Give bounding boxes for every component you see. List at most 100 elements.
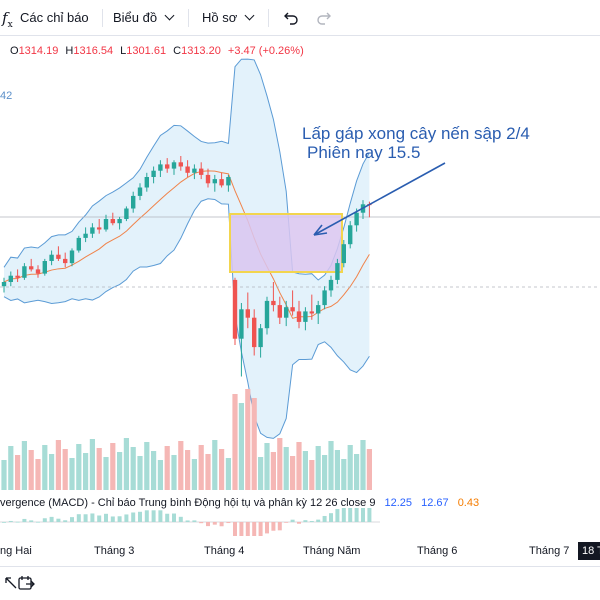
macd-histogram (0, 508, 380, 536)
volume-bar (130, 447, 136, 490)
x-tick: Tháng 3 (94, 545, 135, 557)
macd-bar (151, 510, 156, 522)
candle-body (205, 174, 211, 184)
volume-bar (309, 460, 315, 490)
macd-bar (335, 508, 340, 522)
x-tick: Tháng 6 (417, 545, 458, 557)
macd-bar (22, 518, 27, 522)
macd-bar (63, 520, 68, 522)
x-tick: Tháng 4 (204, 545, 245, 557)
undo-icon[interactable] (283, 10, 299, 26)
macd-bar (245, 522, 250, 536)
macd-bar (367, 508, 372, 522)
candle-body (22, 266, 27, 278)
volume-bar (89, 439, 95, 490)
candle-body (83, 233, 88, 238)
annotation-line-1: Lấp gáp xong cây nến sập 2/4 (302, 124, 530, 143)
volume-bar (219, 449, 225, 490)
macd-bar (97, 515, 102, 522)
bottom-toolbar (0, 566, 600, 600)
macd-bar (83, 514, 88, 522)
macd-bar (212, 522, 217, 525)
candle-body (185, 166, 190, 173)
candle-body (212, 179, 217, 184)
candle-body (328, 279, 334, 291)
candle-body (69, 250, 75, 264)
macd-bar (265, 522, 269, 534)
redo-icon[interactable] (316, 10, 332, 26)
volume-bar (245, 389, 251, 490)
candle-body (284, 307, 289, 318)
volume-bar (42, 445, 48, 490)
close-label: C (173, 45, 182, 57)
price-chart[interactable] (0, 0, 600, 540)
chart-menu-button[interactable]: Biểu đồ (113, 0, 175, 36)
volume-bar (137, 456, 143, 490)
candle-body (137, 187, 143, 196)
volume-bar (191, 459, 197, 490)
volume-bar (110, 443, 116, 490)
macd-bar (158, 510, 163, 522)
macd-legend: vergence (MACD) - Chỉ báo Trung bình Độn… (0, 497, 479, 509)
volume-bar (290, 456, 296, 490)
candle-body (271, 300, 276, 306)
volume-bar (144, 442, 150, 490)
macd-value: 12.25 (384, 497, 413, 509)
volume-bar (117, 452, 123, 490)
indicators-button[interactable]: Các chỉ báo (20, 10, 89, 25)
macd-bar (165, 513, 170, 522)
macd-bar (226, 522, 231, 524)
volume-bar (164, 446, 170, 490)
volume-bar (76, 444, 82, 490)
candle-body (63, 258, 68, 264)
macd-bar (252, 522, 257, 536)
volume-bar (8, 446, 14, 490)
volume-bar (103, 457, 109, 490)
fx-icon[interactable]: fx (2, 9, 13, 30)
volume-bar (178, 441, 184, 490)
macd-bar (8, 520, 13, 522)
volume-bar (83, 453, 89, 490)
macd-label: vergence (MACD) - Chỉ báo Trung bình Độn… (0, 497, 307, 509)
layout-menu-button[interactable]: Hồ sơ (202, 0, 255, 36)
volume-bar (157, 460, 163, 490)
zoom-icon[interactable] (4, 576, 18, 590)
macd-bar (192, 520, 197, 522)
volume-bar (198, 445, 204, 490)
volume-bar (366, 449, 372, 490)
macd-bar (354, 508, 359, 522)
candle-body (117, 219, 122, 224)
volume-bar (212, 440, 218, 490)
toolbar-divider (268, 9, 269, 27)
macd-bar (104, 513, 108, 522)
candle-body (258, 328, 263, 348)
open-value: 1314.19 (18, 45, 59, 57)
gap-box[interactable] (229, 213, 343, 273)
date-range-icon[interactable] (18, 575, 36, 591)
candle-body (219, 179, 224, 186)
macd-bar (309, 521, 314, 522)
candle-body (35, 269, 41, 274)
macd-bar (341, 508, 346, 522)
volume-bar (96, 448, 102, 490)
candle-body (296, 311, 302, 322)
candle-body (15, 275, 20, 278)
macd-bar (29, 520, 34, 522)
candle-body (252, 317, 257, 348)
candle-body (124, 208, 129, 219)
volume-bar (185, 450, 191, 490)
candle-body (144, 177, 149, 188)
candle-body (277, 305, 282, 318)
candle-body (42, 261, 47, 274)
macd-bar (117, 516, 122, 522)
macd-bar (206, 522, 210, 527)
macd-bar (110, 516, 115, 522)
time-axis: ng Hai Tháng 3 Tháng 4 Tháng Năm Tháng 6… (0, 540, 600, 564)
macd-bar (303, 520, 308, 522)
candle-body (97, 227, 102, 230)
volume-bar (296, 442, 302, 490)
toolbar-divider (102, 9, 103, 27)
indicator-side-value: 42 (0, 90, 13, 102)
volume-bar (302, 451, 308, 490)
candle-body (192, 168, 197, 173)
